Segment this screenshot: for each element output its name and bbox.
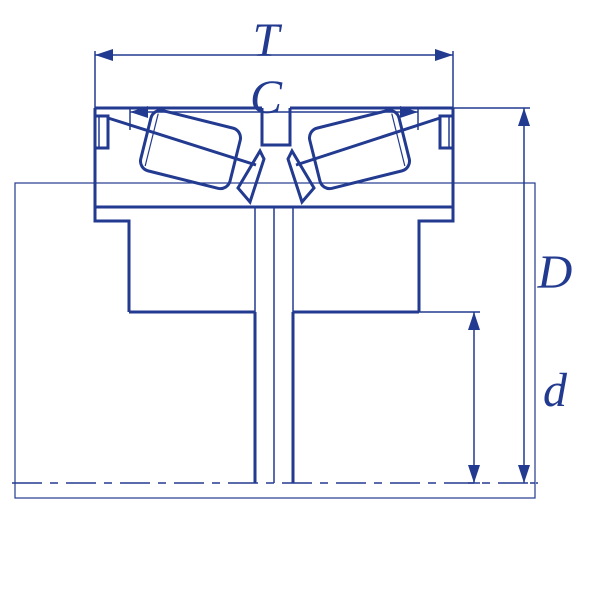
bearing-cross-section-diagram: TC Dd (0, 0, 600, 600)
label-T: T (253, 14, 283, 67)
label-D: D (537, 246, 573, 299)
label-d: d (543, 364, 568, 417)
label-C: C (250, 71, 283, 124)
